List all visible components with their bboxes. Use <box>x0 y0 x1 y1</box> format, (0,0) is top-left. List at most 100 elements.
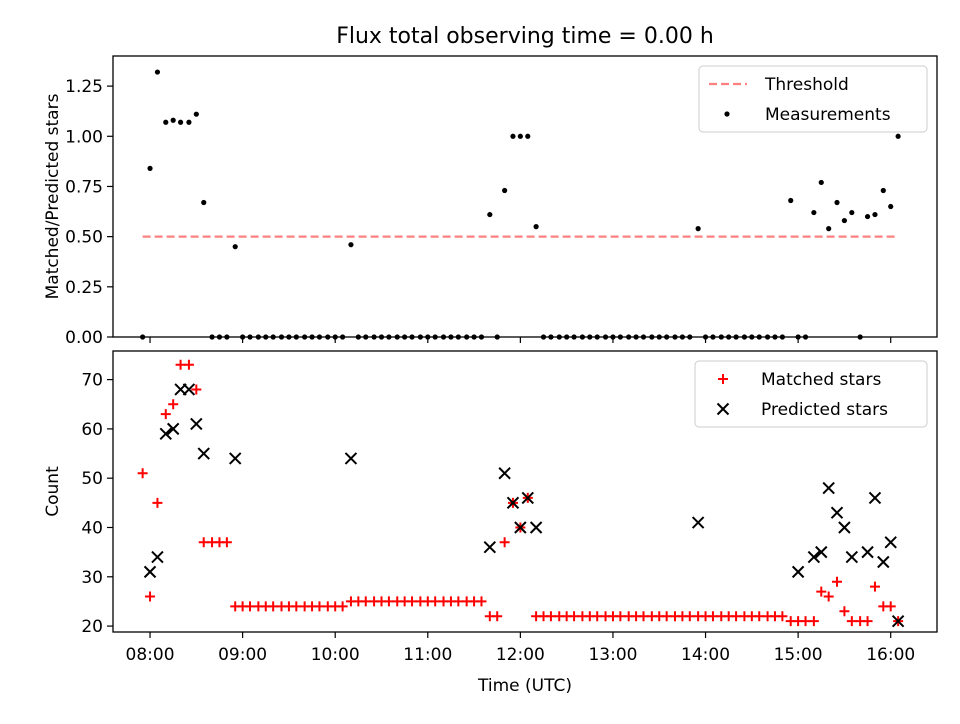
data-point <box>286 334 292 340</box>
x-tick-label: 13:00 <box>588 645 637 665</box>
y-tick-label: 20 <box>81 617 103 637</box>
data-point <box>548 334 554 340</box>
data-point <box>255 334 261 340</box>
data-point <box>340 334 346 340</box>
data-point <box>371 334 377 340</box>
data-point <box>166 422 180 436</box>
data-point <box>137 468 148 479</box>
data-point <box>808 616 819 627</box>
x-tick-label: 16:00 <box>866 645 915 665</box>
data-point <box>884 536 897 549</box>
data-point <box>209 334 215 340</box>
data-point <box>529 521 543 534</box>
series-predicted-stars <box>143 383 905 628</box>
data-point <box>869 581 880 592</box>
data-point <box>633 334 639 340</box>
data-point <box>502 187 508 194</box>
data-point <box>160 409 171 420</box>
data-point <box>483 540 497 554</box>
data-point <box>795 334 801 340</box>
data-point <box>494 334 500 340</box>
data-point <box>498 467 511 480</box>
data-point <box>834 199 840 206</box>
data-point <box>602 334 609 340</box>
data-point <box>857 334 863 340</box>
y-tick-label: 0.75 <box>65 177 103 197</box>
data-point <box>247 334 253 340</box>
legend-marker <box>724 111 730 117</box>
data-point <box>594 334 600 340</box>
y-tick-label: 0.25 <box>65 278 103 298</box>
data-point <box>464 334 470 340</box>
data-point <box>229 452 242 465</box>
data-point <box>302 334 308 340</box>
x-tick-label: 08:00 <box>126 645 175 665</box>
data-point <box>140 334 146 340</box>
data-point <box>190 417 203 431</box>
data-point <box>656 334 662 340</box>
data-point <box>510 133 516 139</box>
ratio-panel: 0.00 0.25 0.50 0.75 1.00 1.25Matched/Predicte… <box>43 55 938 348</box>
data-point <box>579 334 586 340</box>
data-point <box>514 521 527 534</box>
data-point <box>710 334 716 340</box>
data-point <box>425 334 431 340</box>
data-point <box>888 203 894 210</box>
data-point <box>478 334 485 340</box>
data-point <box>777 611 788 622</box>
data-point <box>822 481 835 495</box>
x-tick-label: 11:00 <box>403 645 452 665</box>
data-point <box>733 334 739 340</box>
data-point <box>525 133 531 139</box>
data-point <box>895 133 901 139</box>
data-point <box>363 334 369 340</box>
data-point <box>818 179 824 186</box>
data-point <box>487 211 493 218</box>
data-point <box>726 334 732 340</box>
legend-label: Measurements <box>765 105 891 125</box>
data-point <box>499 537 510 548</box>
data-point <box>830 506 844 519</box>
data-point <box>309 334 315 340</box>
data-point <box>232 244 238 250</box>
data-point <box>571 334 577 340</box>
data-point <box>145 591 156 602</box>
data-point <box>154 69 161 75</box>
data-point <box>448 334 454 340</box>
data-point <box>197 447 210 460</box>
data-point <box>378 334 385 340</box>
y-tick-label: 50 <box>81 469 103 489</box>
data-point <box>749 334 755 340</box>
data-point <box>316 334 323 340</box>
y-tick-label: 60 <box>81 420 103 440</box>
data-point <box>815 545 828 559</box>
legend: Threshold Measurements <box>698 65 928 133</box>
data-point <box>440 334 447 340</box>
data-point <box>270 334 276 340</box>
data-point <box>177 119 184 125</box>
data-point <box>183 359 194 370</box>
legend-box <box>698 65 928 133</box>
data-point <box>224 334 230 340</box>
data-point <box>816 586 827 597</box>
data-point <box>517 133 523 139</box>
legend-marker <box>716 402 730 416</box>
data-point <box>556 334 562 340</box>
x-tick-label: 10:00 <box>311 645 360 665</box>
data-point <box>332 334 338 340</box>
data-point <box>664 334 670 340</box>
data-point <box>807 550 821 564</box>
data-point <box>325 334 331 340</box>
data-point <box>182 383 196 396</box>
data-point <box>679 334 685 340</box>
data-point <box>402 334 408 340</box>
data-point <box>877 555 890 569</box>
data-point <box>163 119 169 125</box>
legend-label: Threshold <box>764 75 849 95</box>
data-point <box>672 334 678 340</box>
data-point <box>891 614 905 628</box>
data-point <box>791 565 805 579</box>
count-panel: 20 30 40 50 60 70 08:00 09:00 10:00 11:00 12:00 13:… <box>43 350 938 696</box>
